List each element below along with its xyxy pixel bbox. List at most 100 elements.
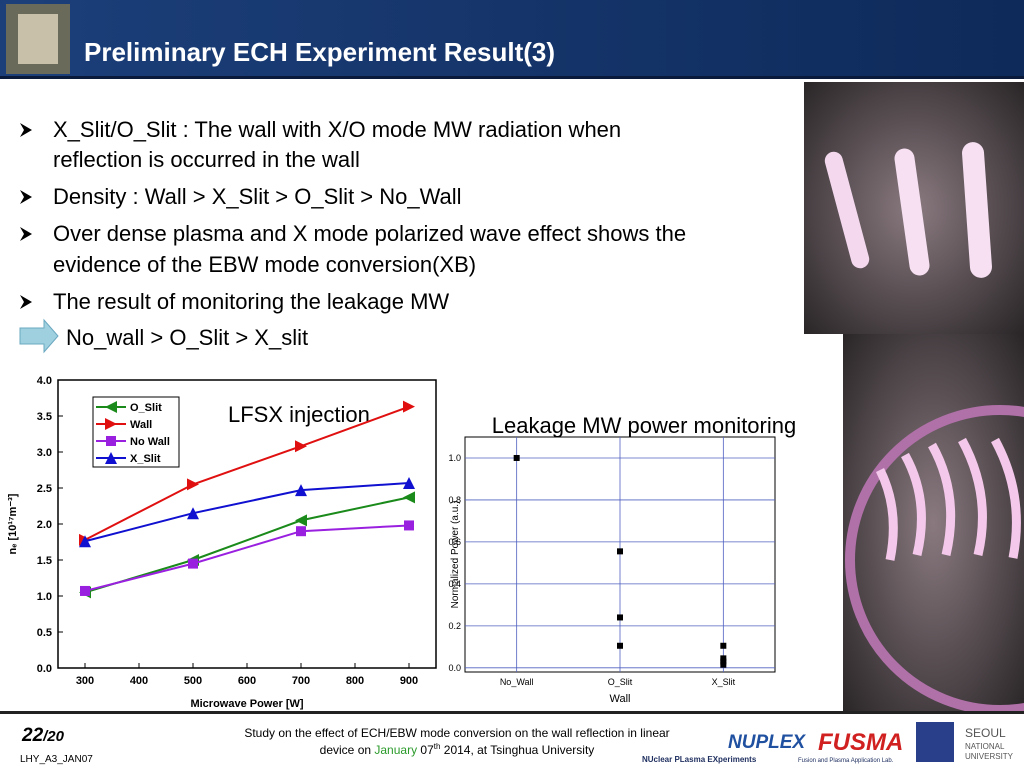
marker [187,507,199,520]
conclusion: No_wall > O_Slit > X_slit [66,325,308,350]
footer-rule [0,711,1024,714]
bullet-text: The result of monitoring the leakage MW [53,289,449,314]
y-tick-label: 0.5 [37,627,52,639]
snu-emblem [916,722,954,762]
density-chart: 0.0 0.5 1.0 1.5 2.0 2.5 3.0 3.5 4.0 300 400 500 600 7… [7,375,437,710]
point [513,454,520,461]
x-tick-label: X_Slit [712,677,736,687]
code: LHY_A3_JAN07 [20,754,93,765]
study-part: 2014, at Tsinghua University [440,743,594,757]
photo-top [804,82,1024,334]
study-month: January [374,743,417,757]
bullet-text: Over dense plasma and X mode polarized w… [53,221,686,246]
y-axis-label: nₑ [10¹⁷m⁻³] [7,493,19,554]
y-tick-label: 0.6 [448,537,461,547]
study-sup: th [434,742,441,751]
series-line [84,524,410,592]
legend-box [92,396,180,468]
y-tick-label: 1.0 [37,591,52,603]
study-part: device on [320,743,375,757]
y-tick-label: 0.8 [448,495,461,505]
legend-marker [105,401,117,413]
marker [403,476,415,489]
page-number: 22/20 [21,725,65,746]
x-tick-label: 300 [76,675,94,687]
marker [80,585,90,596]
bullet-text: Density : Wall > X_Slit > O_Slit > No_Wa… [53,184,462,209]
logo-sub: NUclear PLasma EXperiments [642,755,757,764]
slide-title: Preliminary ECH Experiment Result(3) [84,37,555,67]
marker [295,484,307,497]
marker [404,520,414,531]
snu-3: UNIVERSITY [965,752,1014,761]
point [720,655,727,662]
marker [296,526,306,537]
annotation: LFSX injection [228,402,370,427]
y-tick-label: 0.2 [448,621,461,631]
photo-bottom [843,334,1024,715]
x-tick-label: O_Slit [608,677,633,687]
page: 22 [21,725,44,746]
snu-1: SEOUL [965,726,1006,740]
x-axis-label: Microwave Power [W] [190,698,303,710]
marker [295,440,307,453]
bullet-text: X_Slit/O_Slit : The wall with X/O mode M… [53,117,621,142]
point [720,658,727,665]
y-tick-label: 3.5 [37,411,52,423]
bullet-text: evidence of the EBW mode conversion(XB) [53,252,476,277]
legend-marker [105,418,117,430]
marker [403,491,415,504]
bullet-arrow [20,227,32,241]
y-tick-label: 0.4 [448,579,461,589]
study-line-1: Study on the effect of ECH/EBW mode conv… [244,726,669,740]
logo-nuplex: NUPLEX [728,732,806,753]
legend-label: X_Slit [130,453,161,465]
bullet-arrow [20,295,32,309]
x-tick-label: 800 [346,675,364,687]
point [617,548,623,555]
arrow-icon [19,318,59,354]
y-axis-label: Normalized Power (a.u.) [450,501,461,609]
x-tick-label: 500 [184,675,202,687]
series-line [84,481,410,543]
marker [403,400,415,413]
x-tick-label: 400 [130,675,148,687]
y-tick-label: 2.0 [37,519,52,531]
bullet-text: reflection is occurred in the wall [53,147,360,172]
legend-marker [105,452,117,464]
leakage-chart: Leakage MW power monitoring 0.0 0.2 0.4 0.6 0… [448,413,796,705]
y-tick-label: 0.0 [448,663,461,673]
study-line-2: device on January 07th 2014, at Tsinghua… [320,742,595,757]
logo-detail [18,14,58,64]
legend-label: No Wall [130,436,170,448]
x-tick-label: No_Wall [500,677,534,687]
marker [79,535,91,548]
header-bar [0,0,1024,78]
bullet-list: X_Slit/O_Slit : The wall with X/O mode M… [20,117,686,314]
bullet-arrow [20,123,32,137]
logos: NUPLEX FUSMA NUclear PLasma EXperiments … [642,722,1014,764]
point [720,642,727,649]
y-tick-label: 2.5 [37,483,52,495]
marker [187,478,199,491]
point [617,642,623,649]
point [720,661,727,668]
bullet-arrow [20,190,32,204]
marker [295,514,307,527]
x-tick-label: 700 [292,675,310,687]
study-part: 07 [417,743,434,757]
chart-title: Leakage MW power monitoring [492,413,796,438]
legend-label: Wall [130,419,152,431]
logo-fusma: FUSMA [818,729,903,756]
y-tick-label: 3.0 [37,447,52,459]
x-tick-label: 900 [400,675,418,687]
logo-sub2: Fusion and Plasma Application Lab. [798,758,894,764]
point [617,614,623,621]
x-axis-label: Wall [610,693,631,705]
series-line [84,405,410,541]
footer [0,711,1024,768]
series-line [84,496,410,594]
y-tick-label: 1.5 [37,555,52,567]
y-tick-label: 4.0 [37,375,52,387]
